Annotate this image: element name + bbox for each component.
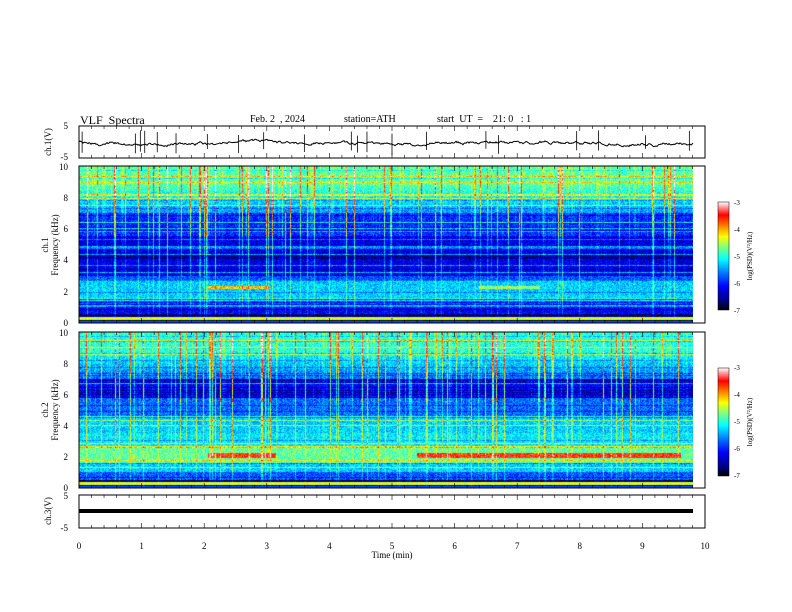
date-label: Feb. 2 , 2024 bbox=[250, 114, 305, 125]
station-label: station=ATH bbox=[344, 114, 396, 125]
ch2-freq-tick-2: 2 bbox=[64, 452, 69, 462]
ch3-waveform-ylabel: ch.3(V) bbox=[43, 497, 53, 525]
ch1-freq-tick-4: 4 bbox=[64, 255, 69, 265]
xtick-1: 1 bbox=[139, 541, 144, 551]
ch2-cbar-tick-m4: -4 bbox=[734, 391, 740, 399]
ch1-freq-tick-10: 10 bbox=[59, 162, 69, 172]
ch1-spectrogram-image bbox=[79, 166, 693, 323]
ch1-channel-label: ch.1 bbox=[40, 237, 50, 252]
ch1-cbar-tick-m3: -3 bbox=[734, 199, 740, 207]
ch1-colorbar-label: log(PSD)(V²/Hz) bbox=[746, 231, 754, 280]
ch2-colorbar: -3 -4 -5 -6 -7 log(PSD)(V²/Hz) bbox=[717, 364, 754, 480]
xtick-0: 0 bbox=[77, 541, 82, 551]
ch1-freq-tick-2: 2 bbox=[64, 287, 69, 297]
ch2-spectrogram-panel: 0 2 4 6 8 10 ch.2 Frequency (kHz) bbox=[40, 328, 706, 493]
x-axis-label: Time (min) bbox=[372, 550, 413, 560]
ch2-freq-tick-4: 4 bbox=[64, 421, 69, 431]
x-axis: 0 1 2 3 4 5 6 7 8 9 10 Time (min) bbox=[77, 541, 710, 560]
ch2-channel-label: ch.2 bbox=[40, 402, 50, 417]
ch1-ytick-top: 5 bbox=[64, 121, 69, 131]
ch1-spectrogram-panel: 0 2 4 6 8 10 ch.1 Frequency (kHz) bbox=[40, 162, 706, 328]
start-time-label: start UT = 21: 0 : 1 bbox=[437, 114, 532, 125]
ch2-frequency-label: Frequency (kHz) bbox=[50, 379, 60, 440]
ch1-waveform-spikes bbox=[81, 130, 690, 156]
ch1-waveform-ylabel: ch.1(V) bbox=[43, 128, 53, 156]
ch2-freq-tick-8: 8 bbox=[64, 359, 69, 369]
ch1-freq-tick-8: 8 bbox=[64, 193, 69, 203]
ch1-colorbar-gradient bbox=[717, 201, 730, 311]
xtick-9: 9 bbox=[640, 541, 645, 551]
ch3-waveform-panel: 5 -5 ch.3(V) bbox=[43, 491, 706, 533]
figure-title: VLF Spectra bbox=[80, 113, 145, 127]
ch2-cbar-tick-m7: -7 bbox=[734, 472, 740, 480]
ch2-freq-tick-10: 10 bbox=[59, 328, 69, 338]
xtick-4: 4 bbox=[327, 541, 332, 551]
ch2-cbar-tick-m3: -3 bbox=[734, 364, 740, 372]
ch2-colorbar-gradient bbox=[717, 367, 730, 477]
ch2-cbar-tick-m5: -5 bbox=[734, 418, 740, 426]
ch1-cbar-tick-m7: -7 bbox=[734, 307, 740, 315]
xtick-3: 3 bbox=[265, 541, 270, 551]
ch2-freq-tick-6: 6 bbox=[64, 390, 69, 400]
ch2-spectrogram-image bbox=[79, 332, 693, 488]
ch1-colorbar: -3 -4 -5 -6 -7 log(PSD)(V²/Hz) bbox=[717, 199, 754, 315]
xtick-2: 2 bbox=[202, 541, 207, 551]
ch1-ytick-bottom: -5 bbox=[61, 152, 69, 162]
xtick-7: 7 bbox=[515, 541, 520, 551]
ch3-ytick-top: 5 bbox=[64, 491, 69, 501]
xtick-10: 10 bbox=[701, 541, 711, 551]
ch1-freq-tick-6: 6 bbox=[64, 224, 69, 234]
ch3-ytick-bottom: -5 bbox=[61, 523, 69, 533]
ch1-cbar-tick-m5: -5 bbox=[734, 253, 740, 261]
axis-tick-marks bbox=[78, 126, 706, 528]
ch1-waveform-panel: 5 -5 ch.1(V) bbox=[43, 121, 706, 162]
ch1-waveform-line bbox=[78, 138, 694, 148]
ch2-colorbar-label: log(PSD)(V²/Hz) bbox=[746, 397, 754, 446]
xtick-8: 8 bbox=[578, 541, 583, 551]
xtick-6: 6 bbox=[452, 541, 457, 551]
ch1-frequency-label: Frequency (kHz) bbox=[50, 214, 60, 275]
ch1-freq-tick-0: 0 bbox=[64, 318, 69, 328]
ch1-cbar-tick-m6: -6 bbox=[734, 280, 740, 288]
ch2-cbar-tick-m6: -6 bbox=[734, 445, 740, 453]
xtick-5: 5 bbox=[390, 541, 395, 551]
ch2-freq-tick-0: 0 bbox=[64, 483, 69, 493]
ch1-cbar-tick-m4: -4 bbox=[734, 226, 740, 234]
